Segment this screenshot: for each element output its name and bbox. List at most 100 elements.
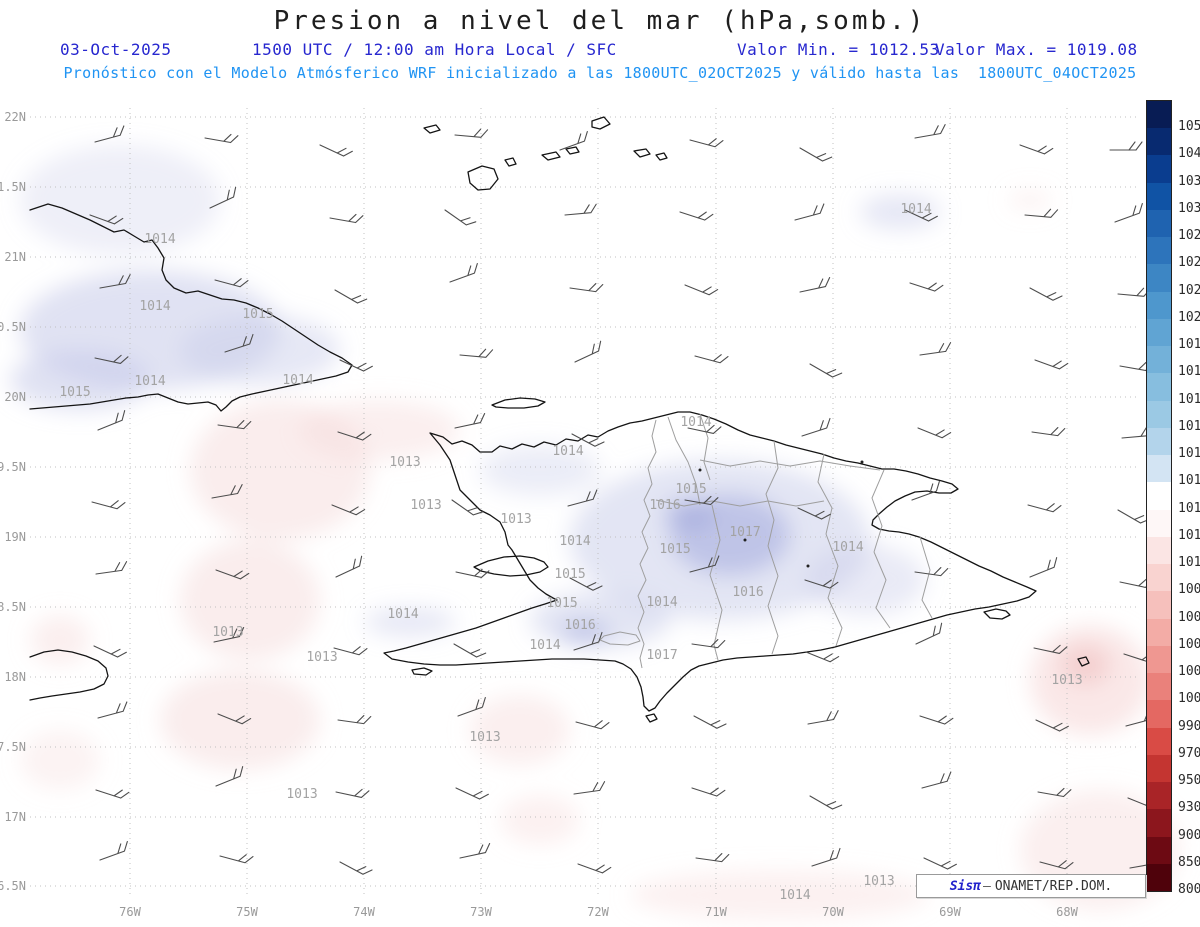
wind-barb bbox=[99, 840, 128, 861]
colorbar-tick-label: 1008 bbox=[1178, 582, 1200, 598]
contour-label: 1014 bbox=[139, 299, 170, 314]
caicos-island-1 bbox=[541, 151, 561, 161]
wind-barb bbox=[691, 787, 726, 797]
wind-barb bbox=[93, 645, 127, 658]
contour-label: 1013 bbox=[500, 512, 531, 527]
forecast-description: Pronóstico con el Modelo Atmósferico WRF… bbox=[63, 64, 1137, 82]
colorbar-tick-label: 1002 bbox=[1178, 664, 1200, 680]
max-value: Valor Max. = 1019.08 bbox=[935, 40, 1138, 59]
wind-barb bbox=[1035, 719, 1069, 732]
beata-islet bbox=[645, 713, 658, 723]
colorbar-cell bbox=[1147, 591, 1171, 620]
wind-barb bbox=[215, 569, 250, 580]
colorbar-tick-label: 1013 bbox=[1178, 500, 1200, 516]
colorbar-cell bbox=[1147, 809, 1171, 837]
lat-tick-label: 19N bbox=[4, 530, 26, 544]
colorbar-tick-label: 970 bbox=[1178, 745, 1200, 761]
wind-barb bbox=[797, 507, 831, 520]
wind-barb bbox=[454, 412, 486, 429]
wind-barb bbox=[209, 186, 237, 209]
wind-barb bbox=[923, 857, 957, 870]
colorbar-cell bbox=[1147, 645, 1171, 674]
colorbar-cell bbox=[1147, 128, 1171, 156]
wind-barb bbox=[574, 340, 602, 363]
wind-barb bbox=[1117, 509, 1151, 524]
wind-barb bbox=[337, 431, 372, 441]
wind-barb bbox=[211, 484, 243, 499]
contour-label: 1013 bbox=[1051, 673, 1082, 688]
colorbar-tick-label: 930 bbox=[1178, 800, 1200, 816]
colorbar-tick-label: 1028 bbox=[1178, 228, 1200, 244]
colorbar-cell bbox=[1147, 182, 1171, 211]
wind-barb bbox=[215, 766, 244, 787]
wind-barb bbox=[571, 433, 605, 447]
colorbar-cell bbox=[1147, 863, 1171, 892]
wind-barb bbox=[95, 561, 128, 575]
colorbar-cell bbox=[1147, 836, 1171, 865]
axis-labels: 22N 1.5N 21N 0.5N 20N 9.5N 19N 8.5N 18N 7.5N 17N 6.… bbox=[0, 110, 1079, 919]
colorbar-tick-label: 1019 bbox=[1178, 337, 1200, 353]
wind-barb bbox=[333, 646, 368, 656]
lon-tick-label: 74W bbox=[353, 905, 375, 919]
wind-barb bbox=[801, 417, 831, 437]
wind-barb bbox=[94, 125, 125, 143]
wind-barb bbox=[97, 410, 126, 431]
contour-label: 1014 bbox=[559, 534, 590, 549]
colorbar-cell bbox=[1147, 237, 1171, 265]
wind-barb bbox=[1037, 787, 1072, 798]
lat-tick-label: 20N bbox=[4, 390, 26, 404]
wind-barb bbox=[94, 354, 129, 364]
mona-island bbox=[1077, 656, 1090, 667]
colorbar-tick-label: 1018 bbox=[1178, 364, 1200, 380]
colorbar-tick-label: 1020 bbox=[1178, 309, 1200, 325]
colorbar-cell bbox=[1147, 754, 1171, 783]
contour-label: 1014 bbox=[282, 373, 313, 388]
saona-island bbox=[983, 608, 1011, 620]
wind-barb bbox=[809, 795, 843, 810]
contour-label: 1016 bbox=[649, 498, 680, 513]
wind-barb bbox=[904, 209, 938, 222]
colorbar-cell bbox=[1147, 618, 1171, 647]
turks-island-2 bbox=[655, 152, 668, 161]
watermark-separator: – bbox=[983, 878, 991, 894]
contour-label: 1013 bbox=[410, 498, 441, 513]
wind-barb bbox=[695, 853, 730, 863]
wind-barb bbox=[1039, 860, 1074, 870]
wind-barb bbox=[319, 144, 353, 157]
wind-barb bbox=[575, 720, 610, 730]
chart-title: Presion a nivel del mar (hPa,somb.) bbox=[273, 6, 927, 36]
colorbar-cell bbox=[1147, 155, 1171, 184]
wind-barb bbox=[1034, 359, 1069, 370]
wind-barb bbox=[95, 789, 130, 799]
colorbar-cell bbox=[1147, 346, 1171, 374]
colorbar-cell bbox=[1147, 209, 1171, 238]
wind-barb bbox=[909, 282, 944, 292]
wind-barb bbox=[807, 710, 839, 725]
colorbar-tick-label: 1050 bbox=[1178, 119, 1200, 135]
wind-barb bbox=[799, 147, 833, 162]
great-inagua-island bbox=[467, 165, 499, 191]
colorbar-cell bbox=[1147, 101, 1171, 129]
wind-barb bbox=[689, 138, 724, 148]
colorbar-tick-label: 1010 bbox=[1178, 555, 1200, 571]
colorbar-tick-label: 950 bbox=[1178, 773, 1200, 789]
wind-barb bbox=[911, 480, 940, 501]
contour-label: 1014 bbox=[144, 232, 175, 247]
wind-barb bbox=[1027, 503, 1062, 513]
contour-label: 1015 bbox=[659, 542, 690, 557]
lon-tick-label: 72W bbox=[587, 905, 609, 919]
colorbar-cell bbox=[1147, 291, 1171, 320]
contour-label: 1016 bbox=[564, 618, 595, 633]
contour-label: 1016 bbox=[732, 585, 763, 600]
pressure-shading bbox=[10, 145, 1180, 920]
wind-barb bbox=[213, 626, 245, 643]
wind-barb bbox=[794, 203, 825, 221]
contour-label: 1015 bbox=[242, 307, 273, 322]
colorbar-tick-label: 1040 bbox=[1178, 146, 1200, 162]
contour-label: 1014 bbox=[900, 202, 931, 217]
colorbar-cell bbox=[1147, 536, 1171, 565]
bahamas-islet bbox=[423, 124, 441, 134]
wind-barb bbox=[559, 130, 588, 151]
colorbar-tick-label: 1012 bbox=[1178, 527, 1200, 543]
wind-barb bbox=[459, 842, 491, 859]
